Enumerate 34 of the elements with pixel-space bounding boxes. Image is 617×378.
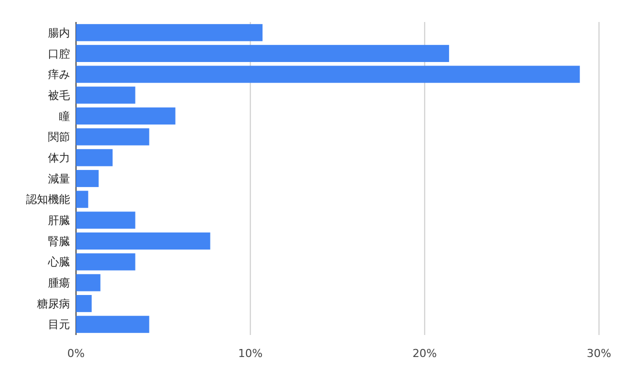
y-tick-label: 被毛 <box>48 88 70 102</box>
bar <box>76 190 88 208</box>
bar <box>76 149 113 166</box>
bar <box>76 24 263 42</box>
bar <box>76 294 92 312</box>
bar <box>76 170 99 188</box>
y-tick-label: 腎臓 <box>48 234 70 248</box>
y-tick-label: 腫瘍 <box>48 276 70 290</box>
bar <box>76 232 210 250</box>
y-tick-label: 口腔 <box>48 47 70 60</box>
y-tick-label: 瞳 <box>59 110 70 123</box>
bar <box>76 107 176 125</box>
x-tick-label: 20% <box>412 347 437 360</box>
y-tick-label: 痒み <box>48 68 70 82</box>
bar <box>76 128 150 146</box>
y-tick-label: 肝臓 <box>48 214 70 228</box>
bar <box>76 66 580 83</box>
y-tick-label: 減量 <box>48 172 70 186</box>
bar <box>76 253 136 270</box>
y-tick-label: 腸内 <box>48 26 70 40</box>
bar <box>76 316 150 333</box>
y-tick-label: 認知機能 <box>26 193 70 206</box>
y-tick-label: 心臓 <box>47 256 70 269</box>
x-tick-label: 10% <box>238 347 263 360</box>
bar <box>76 274 100 292</box>
y-tick-label: 糖尿病 <box>37 297 70 310</box>
bar <box>76 212 136 229</box>
y-tick-label: 関節 <box>48 130 70 144</box>
y-tick-label: 目元 <box>48 318 70 332</box>
x-tick-label: 30% <box>586 347 612 360</box>
bar <box>76 86 136 104</box>
x-tick-label: 0% <box>67 347 85 360</box>
y-tick-label: 体力 <box>48 152 70 165</box>
bar <box>76 44 450 62</box>
